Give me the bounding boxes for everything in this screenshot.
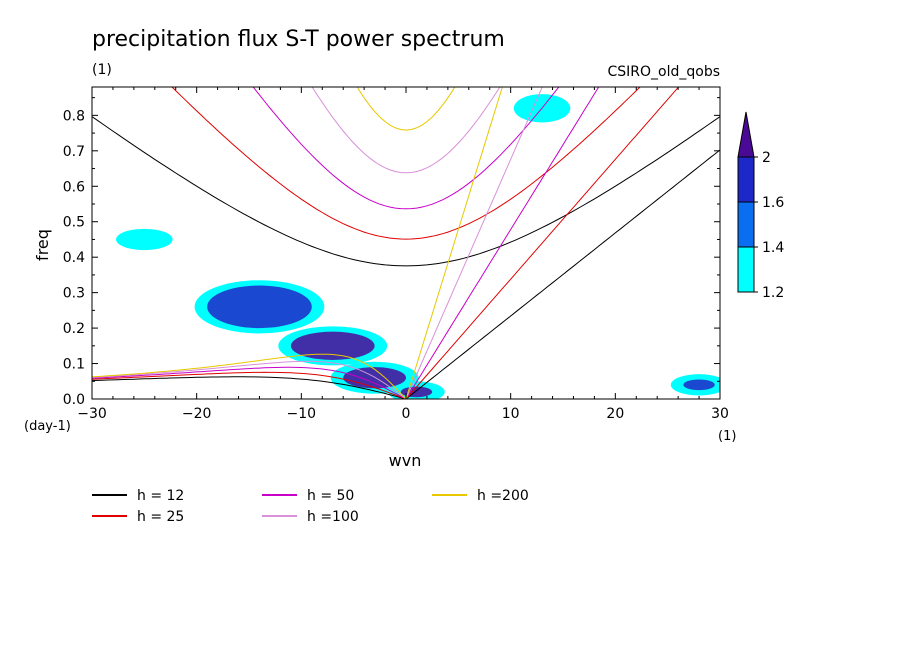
rossby-curve [92, 376, 407, 399]
x-tick-label: 20 [606, 406, 624, 422]
x-axis-label: wvn [389, 451, 422, 470]
contour-region [290, 331, 375, 360]
chart-subtitle-left: (1) [92, 62, 112, 78]
x-tick-label: −30 [77, 406, 107, 422]
legend-label: h = 25 [137, 509, 184, 525]
y-tick-label: 0.5 [63, 215, 85, 231]
legend-label: h =100 [307, 509, 359, 525]
contour-region [207, 285, 312, 329]
colorbar-label: 1.2 [762, 285, 784, 301]
legend-label: h =200 [477, 488, 529, 504]
x-tick-label: 10 [502, 406, 520, 422]
y-axis-label: freq [33, 229, 52, 261]
inertia-gravity-curve [171, 87, 641, 240]
kelvin-curve [405, 149, 720, 399]
contour-region [400, 386, 433, 398]
kelvin-curve [405, 87, 600, 399]
inertia-gravity-curve [356, 87, 456, 131]
colorbar-label: 1.6 [762, 195, 784, 211]
chart-subtitle-right: CSIRO_old_qobs [607, 64, 720, 80]
legend: h = 12 h = 25 h = 50 h =100 h =200 [92, 488, 529, 525]
inertia-gravity-curve [252, 87, 560, 210]
x-tick-label: 0 [402, 406, 411, 422]
kelvin-curve [405, 87, 680, 399]
rossby-curve [92, 360, 407, 399]
x-tick-label: −20 [182, 406, 212, 422]
rossby-curve [92, 366, 407, 399]
x-tick-label: −10 [287, 406, 317, 422]
kelvin-curve [405, 87, 503, 399]
y-tick-label: 0.0 [63, 392, 85, 408]
colorbar-label: 1.4 [762, 240, 784, 256]
inertia-gravity-curve [92, 116, 720, 267]
y-tick-label: 0.2 [63, 321, 85, 337]
contour-region [128, 234, 161, 245]
y-tick-label: 0.8 [63, 108, 85, 124]
axes-layer: −30 −20 −10 0 10 20 30 0.0 0.1 0.2 0.3 0.4 0.5 0.6 0.7… [63, 87, 729, 422]
plot-frame [91, 86, 721, 400]
contour-region [683, 379, 715, 391]
y-tick-label: 0.4 [63, 250, 85, 266]
inertia-gravity-curve [311, 87, 501, 174]
x-tick-label: 30 [711, 406, 729, 422]
rossby-curve [92, 353, 407, 399]
y-unit-label: (day-1) [24, 419, 71, 434]
colorbar-arrow [737, 111, 755, 158]
chart-title: precipitation flux S-T power spectrum [92, 27, 505, 52]
legend-label: h = 12 [137, 488, 184, 504]
rossby-curve [92, 371, 407, 399]
colorbar-segment [737, 246, 755, 293]
kelvin-curve [405, 87, 543, 399]
colorbar-label: 2 [762, 150, 771, 166]
y-tick-label: 0.7 [63, 144, 85, 160]
colorbar: 1.2 1.4 1.6 2 [737, 111, 784, 301]
contour-layer [116, 94, 720, 399]
x-unit-label: (1) [718, 429, 736, 444]
y-tick-label: 0.6 [63, 179, 85, 195]
y-tick-label: 0.1 [63, 357, 85, 373]
colorbar-segment [737, 156, 755, 203]
colorbar-segment [737, 201, 755, 248]
legend-label: h = 50 [307, 488, 354, 504]
y-tick-label: 0.3 [63, 286, 85, 302]
dispersion-curve-layer [92, 87, 720, 399]
